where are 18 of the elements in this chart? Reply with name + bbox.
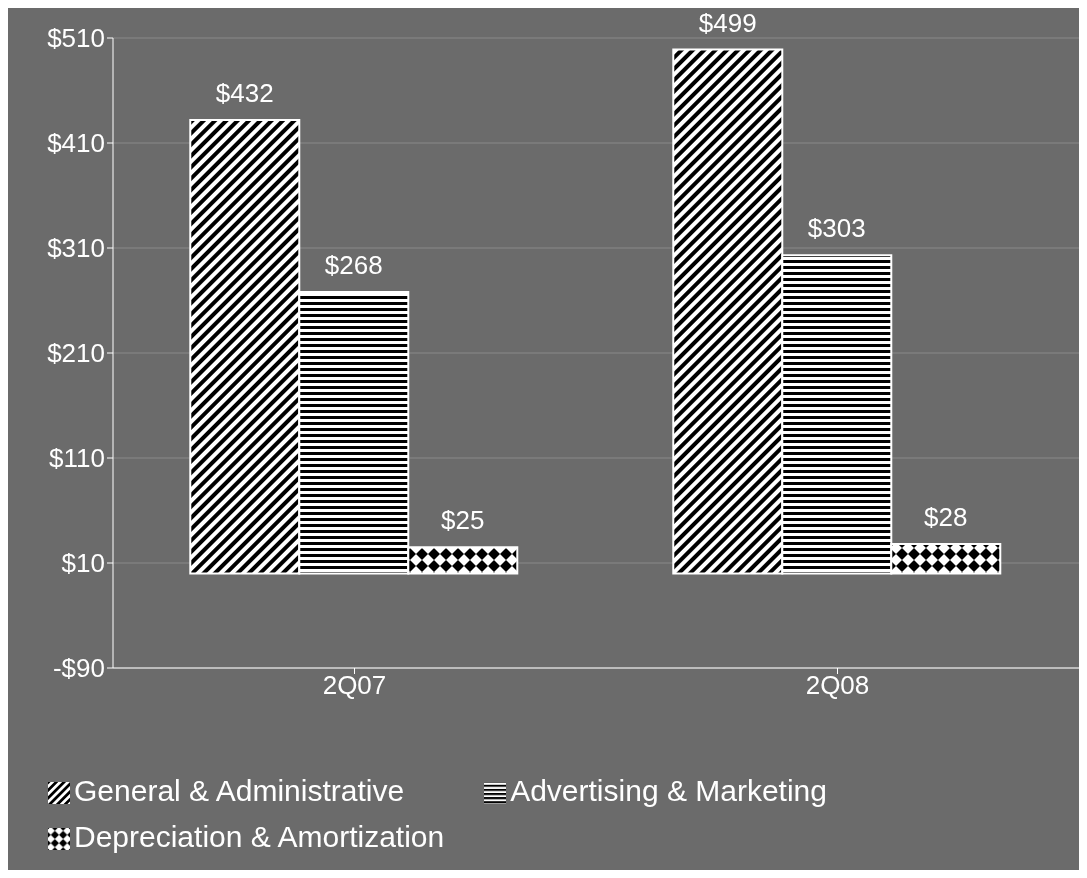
data-label: $28 — [924, 502, 968, 533]
data-label: $268 — [324, 250, 383, 281]
y-tick-label: $110 — [49, 443, 105, 474]
y-tick-label: $410 — [47, 128, 105, 159]
legend-label: General & Administrative — [74, 774, 405, 807]
y-tick-label: $10 — [61, 548, 105, 579]
data-label: $25 — [441, 505, 485, 536]
y-tick-label: $510 — [47, 23, 105, 54]
legend-label: Advertising & Marketing — [510, 774, 827, 807]
x-tick-label: 2Q07 — [322, 670, 387, 701]
y-tick-label: -$90 — [52, 653, 105, 684]
legend-label: Depreciation & Amortization — [74, 820, 445, 853]
data-label: $432 — [215, 77, 274, 108]
y-tick-label: $310 — [47, 233, 105, 264]
y-tick-label: $210 — [47, 338, 105, 369]
data-label: $499 — [698, 7, 757, 38]
data-label: $303 — [807, 213, 866, 244]
x-tick-label: 2Q08 — [805, 670, 870, 701]
